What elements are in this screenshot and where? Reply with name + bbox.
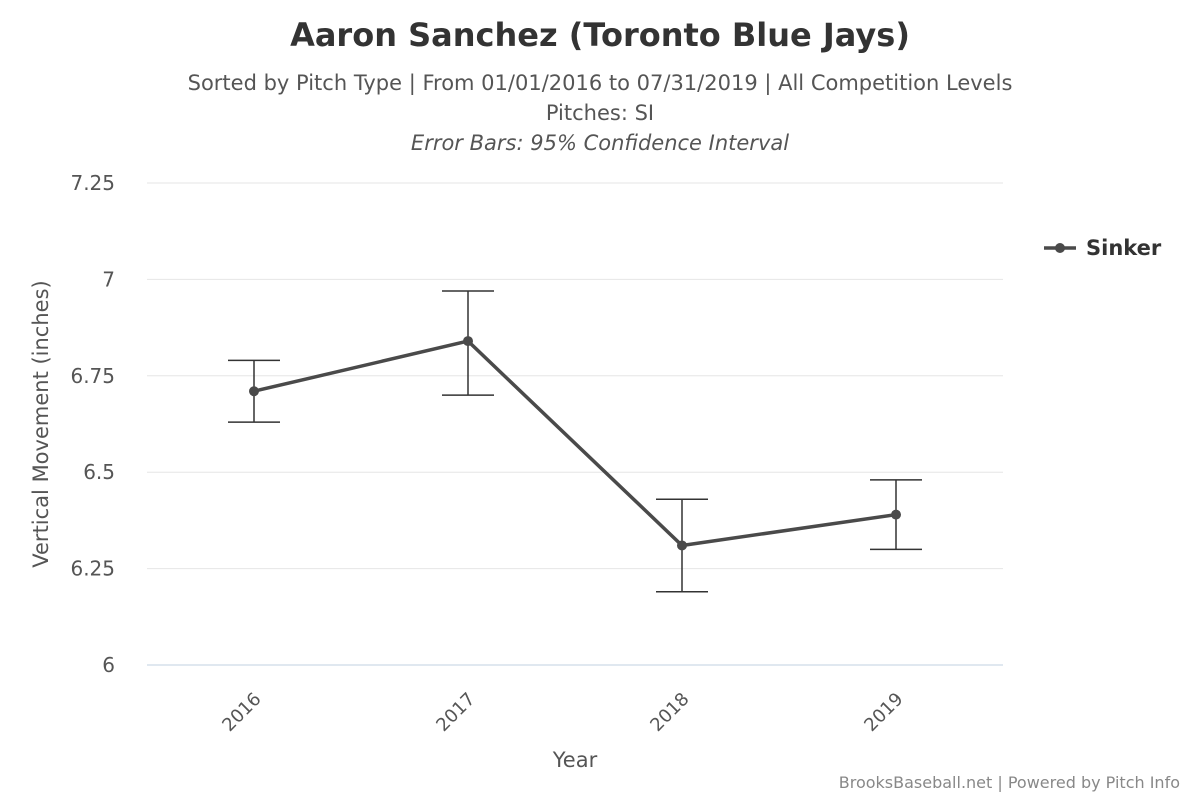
y-tick-label: 7.25 [70,171,115,195]
y-tick-label: 6.75 [70,364,115,388]
legend-item-sinker[interactable]: Sinker [1086,236,1162,260]
y-tick-label: 6.25 [70,557,115,581]
error-bar-note: Error Bars: 95% Confidence Interval [410,131,790,155]
data-point [677,540,687,551]
legend-marker [1055,243,1065,253]
chart-subtitle: Sorted by Pitch Type | From 01/01/2016 t… [187,71,1013,95]
x-tick-label: 2019 [860,689,907,736]
y-tick-label: 6 [102,653,115,677]
chart-subtitle-pitches: Pitches: SI [545,101,655,125]
x-tick-label: 2017 [432,689,479,736]
x-tick-label: 2016 [218,689,265,736]
chart-title: Aaron Sanchez (Toronto Blue Jays) [290,16,910,54]
data-point [249,386,259,397]
y-axis-title: Vertical Movement (inches) [29,280,53,567]
x-axis-title: Year [552,748,598,772]
y-tick-label: 6.5 [83,460,115,484]
y-tick-label: 7 [102,267,115,291]
data-point [891,509,901,520]
series-line-sinker [253,339,897,548]
x-tick-label: 2018 [646,689,693,736]
credits-link[interactable]: BrooksBaseball.net | Powered by Pitch In… [838,773,1180,792]
data-point [463,336,473,347]
